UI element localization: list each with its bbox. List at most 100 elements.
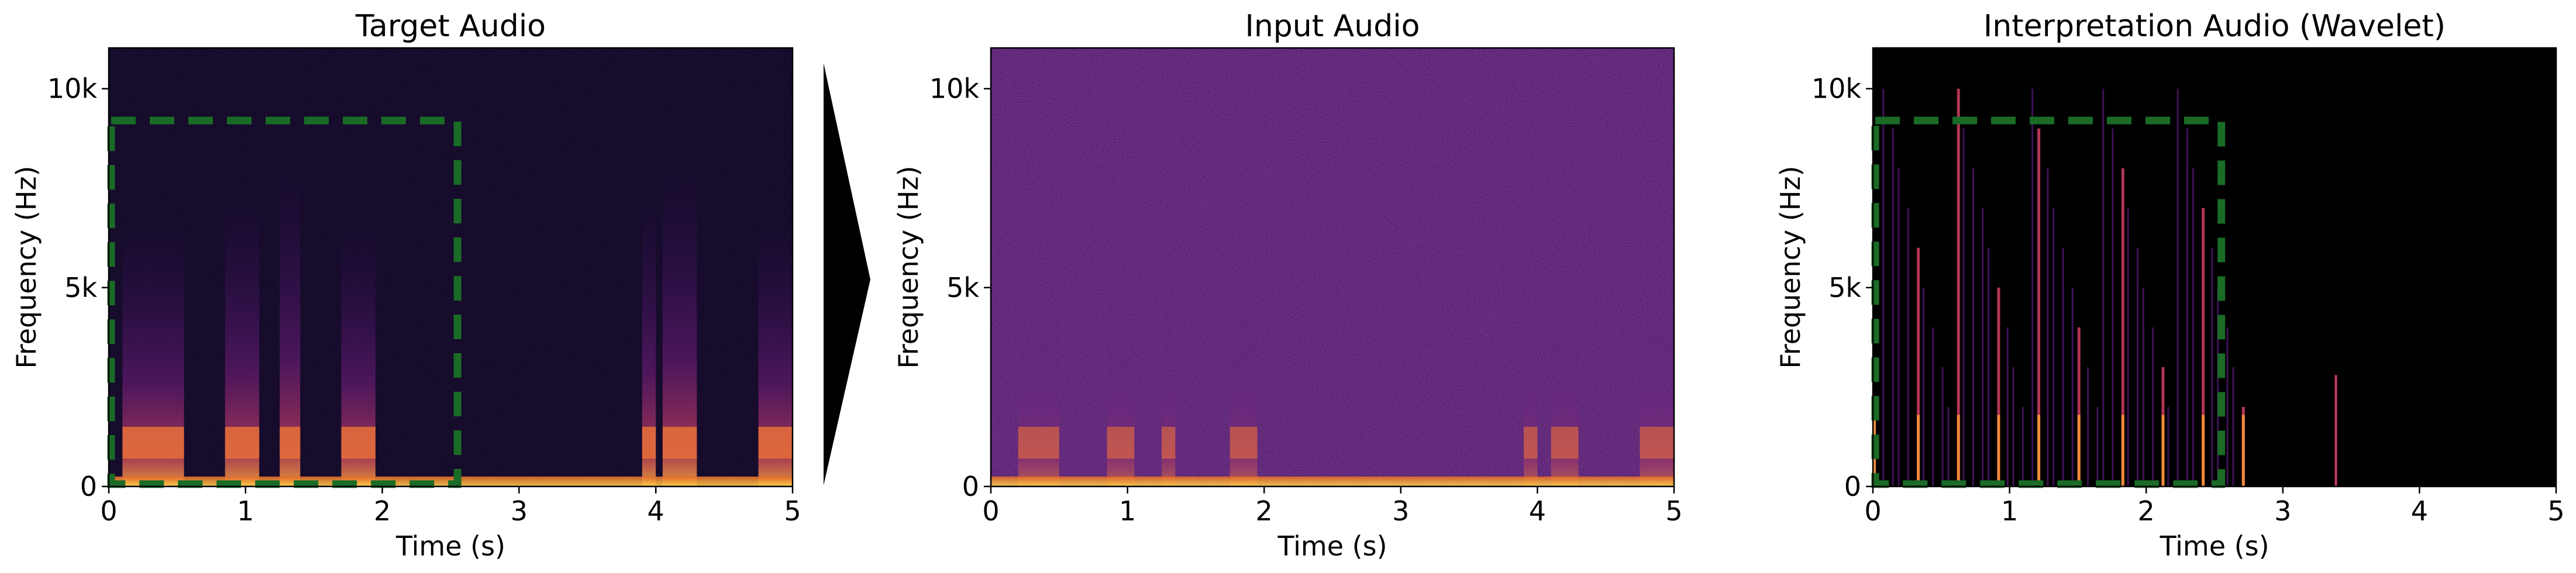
wavelet-streak-core (2241, 415, 2245, 486)
wavelet-streak (1917, 247, 1920, 486)
x-tick-label: 3 (2274, 495, 2291, 527)
wavelet-streak (2071, 287, 2074, 486)
y-tick-label: 0 (962, 471, 979, 502)
wavelet-streak (1957, 88, 1960, 486)
wavelet-streak (1882, 88, 1885, 486)
x-tick-label: 2 (1256, 495, 1273, 527)
wavelet-streak (2077, 327, 2081, 486)
wavelet-streak (2152, 327, 2154, 486)
y-tick-label: 0 (1844, 471, 1861, 502)
wavelet-streak-core (1957, 415, 1960, 486)
x-tick-label: 1 (1119, 495, 1136, 527)
y-tick-label: 5k (64, 272, 97, 303)
wavelet-streak (1922, 287, 1924, 486)
wavelet-streak (1982, 208, 1984, 486)
y-tick-label: 10k (47, 73, 98, 105)
wavelet-streak (1892, 128, 1894, 486)
highlight-box (1871, 116, 2226, 488)
wavelet-streak (1962, 128, 1965, 486)
x-tick-label: 2 (374, 495, 391, 527)
x-axis-label: Time (s) (2159, 530, 2269, 562)
harmonic-band (1640, 426, 1674, 459)
wavelet-streak (1988, 247, 1990, 486)
spectrogram (1873, 48, 2556, 486)
harmonic-band (122, 426, 184, 459)
wavelet-streak (2186, 128, 2188, 486)
harmonic-band (1018, 426, 1059, 459)
chart-panel-2: Input Audio 0 1 2 3 4 5 0 5k 10k Time (s) Frequency… (893, 9, 1683, 562)
harmonic-band (642, 426, 656, 459)
chart-panel-3: Interpretation Audio (Wavelet) 0 1 2 3 4 5 0 5k 1… (1775, 9, 2565, 562)
spectrogram-background (1873, 48, 2556, 486)
harmonic-band (225, 426, 260, 459)
wavelet-streak-core (2161, 415, 2165, 486)
chart-panel-1: Target Audio 0 1 2 3 4 5 0 5k 10k Time (s) Frequenc… (11, 9, 801, 562)
wavelet-streak (2176, 88, 2179, 486)
x-tick-label: 1 (2001, 495, 2018, 527)
wavelet-streak-core (2202, 415, 2205, 486)
wavelet-streak (2047, 168, 2049, 486)
harmonic-band (1162, 426, 1176, 459)
wavelet-streak (1997, 287, 2000, 486)
wavelet-streak (2232, 367, 2234, 486)
wavelet-streak (2006, 327, 2009, 486)
x-tick-label: 5 (2547, 495, 2564, 527)
wavelet-streak (2037, 128, 2041, 486)
axes-frame (1872, 47, 2557, 488)
chart-title: Input Audio (1245, 9, 1420, 44)
wavelet-streak-core (2077, 415, 2081, 486)
wavelet-streak (1907, 208, 1909, 486)
wavelet-streak (2121, 168, 2124, 486)
wavelet-streak (1941, 367, 1944, 486)
wavelet-streak (2217, 287, 2219, 486)
wavelet-streak (2031, 88, 2034, 486)
wavelet-streak (2112, 128, 2114, 486)
harmonic-band (662, 426, 697, 459)
x-tick-label: 4 (648, 495, 664, 527)
x-axis-label: Time (s) (395, 530, 505, 562)
wavelet-streak (2087, 367, 2089, 486)
wavelet-streak-core (2037, 415, 2041, 486)
wavelet-streak-core (2121, 415, 2124, 486)
y-tick-label: 10k (929, 73, 980, 105)
wavelet-streak (2136, 247, 2138, 486)
wavelet-streak-core (1917, 415, 1920, 486)
wavelet-streak (2167, 406, 2169, 486)
wavelet-streak (2202, 208, 2205, 486)
x-tick-label: 3 (511, 495, 528, 527)
x-tick-label: 5 (784, 495, 801, 527)
wavelet-streak (2127, 208, 2129, 486)
wavelet-streak (2021, 406, 2024, 486)
wavelet-streak (2102, 88, 2105, 486)
x-tick-label: 4 (1529, 495, 1546, 527)
wavelet-streak (2142, 287, 2144, 486)
speech-segment (642, 200, 656, 486)
wavelet-streak (2096, 406, 2099, 486)
harmonic-band (1524, 426, 1538, 459)
chart-title: Target Audio (355, 9, 546, 44)
wavelet-streak (2052, 208, 2055, 486)
highlight-box (107, 116, 462, 488)
low-frequency-strip (991, 476, 1674, 486)
x-tick-label: 3 (1392, 495, 1409, 527)
y-axis-label: Frequency (Hz) (1775, 166, 1806, 369)
harmonic-band (1551, 426, 1579, 459)
wavelet-streak (1897, 168, 1900, 486)
x-axis-label: Time (s) (1277, 530, 1387, 562)
axes-frame (990, 47, 1675, 488)
axes-frame (108, 47, 794, 488)
harmonic-band (758, 426, 793, 459)
wavelet-streak (2226, 327, 2229, 486)
wavelet-streak-core (1997, 415, 2000, 486)
harmonic-band (1107, 426, 1135, 459)
x-tick-label: 0 (982, 495, 999, 527)
wavelet-streak (2211, 247, 2213, 486)
y-axis-label: Frequency (Hz) (11, 166, 42, 369)
y-tick-label: 5k (946, 272, 979, 303)
harmonic-band (280, 426, 301, 459)
wavelet-streak (1947, 406, 1950, 486)
wavelet-streak (2012, 367, 2014, 486)
y-axis-label: Frequency (Hz) (893, 166, 924, 369)
y-tick-label: 10k (1812, 73, 1862, 105)
